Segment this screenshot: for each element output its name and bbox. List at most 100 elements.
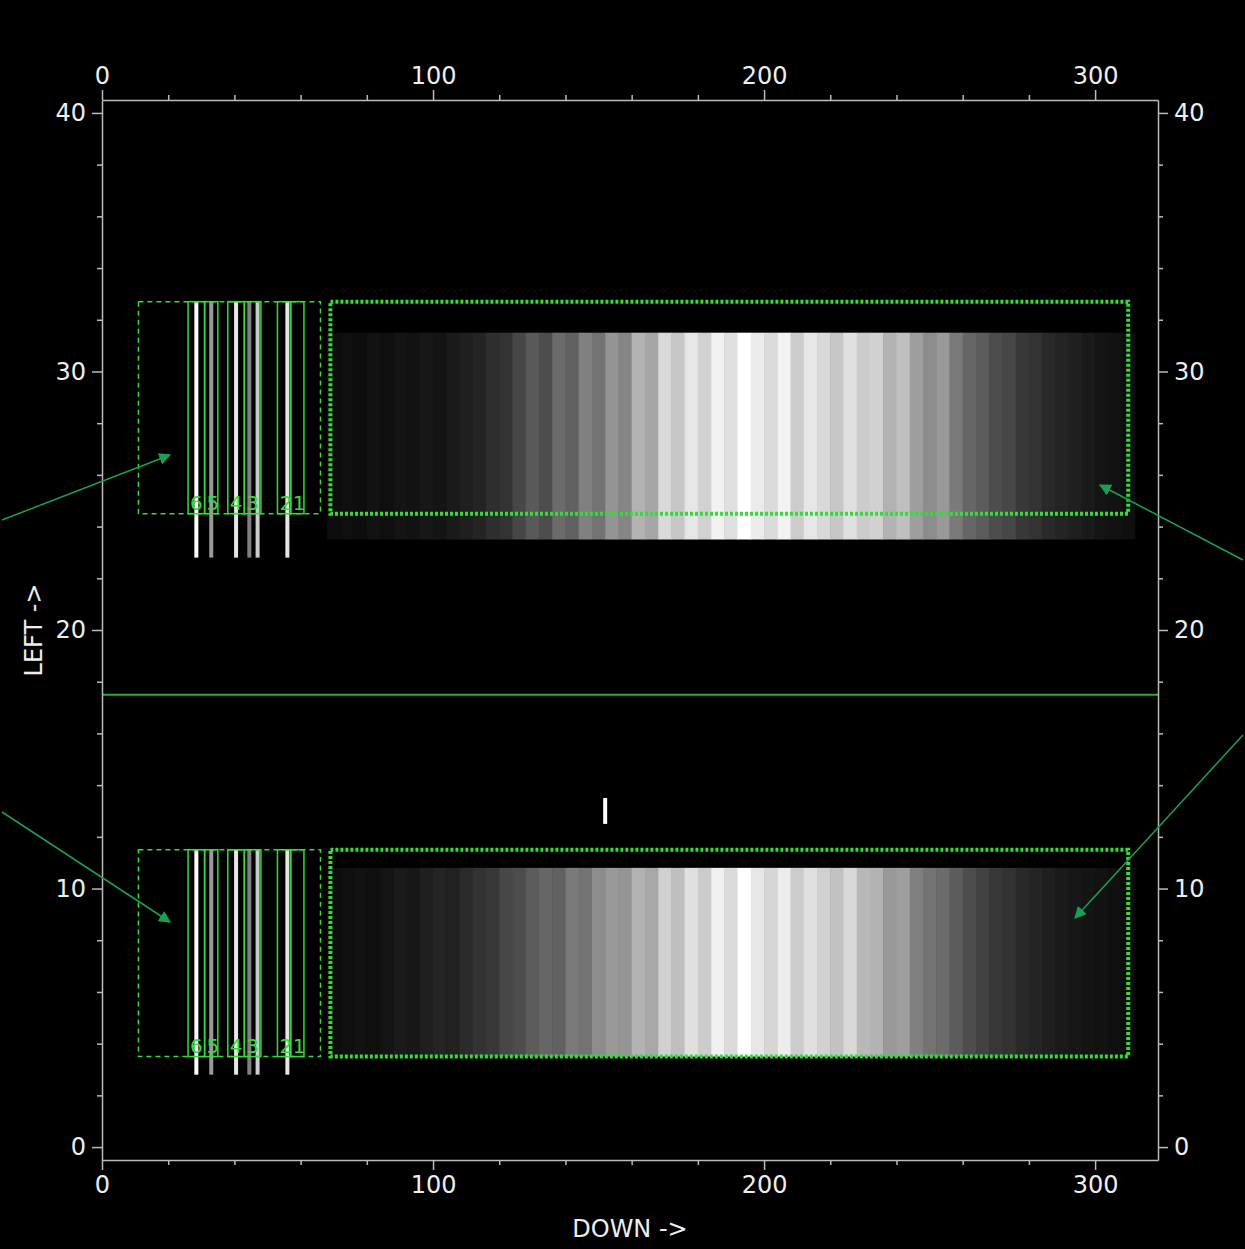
minor-tick (97, 682, 102, 683)
spectrum-cell (989, 333, 1003, 540)
spectrum-cell (539, 333, 553, 540)
spectrum-cell (433, 333, 447, 540)
minor-tick (698, 95, 699, 100)
tick-mark (97, 320, 102, 322)
lamp-label: 6 (190, 1034, 203, 1058)
tick: 100 (411, 1160, 457, 1199)
lamp-label: 5 (207, 1034, 220, 1058)
tick-mark (168, 95, 170, 100)
tick-mark (168, 1160, 170, 1165)
minor-tick (830, 1160, 831, 1165)
tick-mark (1158, 888, 1168, 890)
minor-tick (97, 940, 102, 941)
tick: 300 (1073, 1160, 1119, 1199)
spectrum-cell (698, 333, 712, 540)
tick: 200 (742, 1160, 788, 1199)
tick-mark (1158, 1043, 1163, 1045)
minor-tick (1029, 95, 1030, 100)
lamp-label: 3 (246, 1034, 259, 1058)
spectrum-cell (499, 868, 513, 1057)
tick-label: 10 (1174, 875, 1205, 903)
tick-label: 0 (95, 62, 110, 90)
minor-tick (97, 733, 102, 734)
spectrum-cell (777, 333, 791, 540)
lamp-label: 5 (207, 491, 220, 515)
tick-label: 300 (1073, 62, 1119, 90)
spectrum-cell (632, 333, 646, 540)
spectrum-cell (446, 868, 460, 1057)
spectrum-cell (605, 333, 619, 540)
spectrum-cell (738, 868, 752, 1057)
spectrum-cell (446, 333, 460, 540)
spectrum-cell (764, 868, 778, 1057)
minor-tick (896, 95, 897, 100)
tick: 10 (55, 875, 102, 903)
spectrum-cell (711, 333, 725, 540)
spectrum-cell (486, 868, 500, 1057)
tick-label: 20 (55, 616, 86, 644)
lamp-box (244, 850, 261, 1057)
spectrum-cell (512, 333, 526, 540)
minor-tick (168, 95, 169, 100)
x-axis-top: 0100200300 (95, 62, 1159, 101)
spectrum-cell (618, 868, 632, 1057)
tick-mark (499, 1160, 501, 1165)
tick-mark (896, 1160, 898, 1165)
tick: 300 (1073, 62, 1119, 100)
x-axis-title: DOWN -> (572, 1215, 687, 1243)
lamp-label: 4 (230, 491, 243, 515)
spectrum-cell (340, 333, 354, 540)
tick-label: 40 (1174, 99, 1205, 127)
spectrum-cell (671, 333, 685, 540)
spectrum-cell (380, 868, 394, 1057)
spectrum-cell (724, 333, 738, 540)
tick-label: 300 (1073, 1171, 1119, 1199)
tick-mark (97, 164, 102, 166)
spectrum-cell (1095, 868, 1109, 1057)
minor-tick (1029, 1160, 1030, 1165)
spectrum-cell (1042, 333, 1056, 540)
tick-mark (1158, 578, 1163, 580)
lamp-box (205, 850, 218, 1057)
spectrum-cell (857, 333, 871, 540)
spectrum-cell (1055, 868, 1069, 1057)
arrow (2, 455, 170, 520)
tick-label: 20 (1174, 616, 1205, 644)
minor-tick (1158, 578, 1163, 579)
minor-tick (1158, 837, 1163, 838)
y-minor-left (97, 165, 102, 1096)
spectrum-cell (605, 868, 619, 1057)
extraction-box (330, 850, 1128, 1057)
lamp-box (188, 302, 205, 514)
tick-mark (300, 1160, 302, 1165)
spectrum-cell (420, 333, 434, 540)
tick: 20 (55, 616, 102, 644)
spectrum-cell (407, 868, 421, 1057)
tick-mark (234, 1160, 236, 1165)
spectrum-cell (976, 868, 990, 1057)
tick-mark (92, 630, 102, 632)
extraction-box (330, 302, 1128, 514)
spectrum-cell (486, 333, 500, 540)
tick-mark (367, 1160, 369, 1165)
spectrum-cell (433, 868, 447, 1057)
spectrum-cell (817, 868, 831, 1057)
spectrum-cell (817, 333, 831, 540)
minor-tick (97, 268, 102, 269)
minor-tick (1158, 320, 1163, 321)
background-box (138, 850, 320, 1057)
tick-label: 100 (411, 62, 457, 90)
tick-mark (962, 95, 964, 100)
lamp-line (234, 302, 238, 558)
spectrum-cell (1002, 333, 1016, 540)
x-minor-bottom (169, 1160, 1030, 1165)
chart: 6543216543210100200300010020030001020304… (0, 0, 1245, 1249)
spectrum-cell (883, 868, 897, 1057)
lamp-label: 3 (246, 491, 259, 515)
tick-mark (1158, 837, 1163, 839)
lamp-box (205, 302, 218, 514)
tick-mark (1158, 268, 1163, 270)
spectrum-cell (645, 868, 659, 1057)
tick-mark (1158, 371, 1168, 373)
minor-tick (301, 95, 302, 100)
